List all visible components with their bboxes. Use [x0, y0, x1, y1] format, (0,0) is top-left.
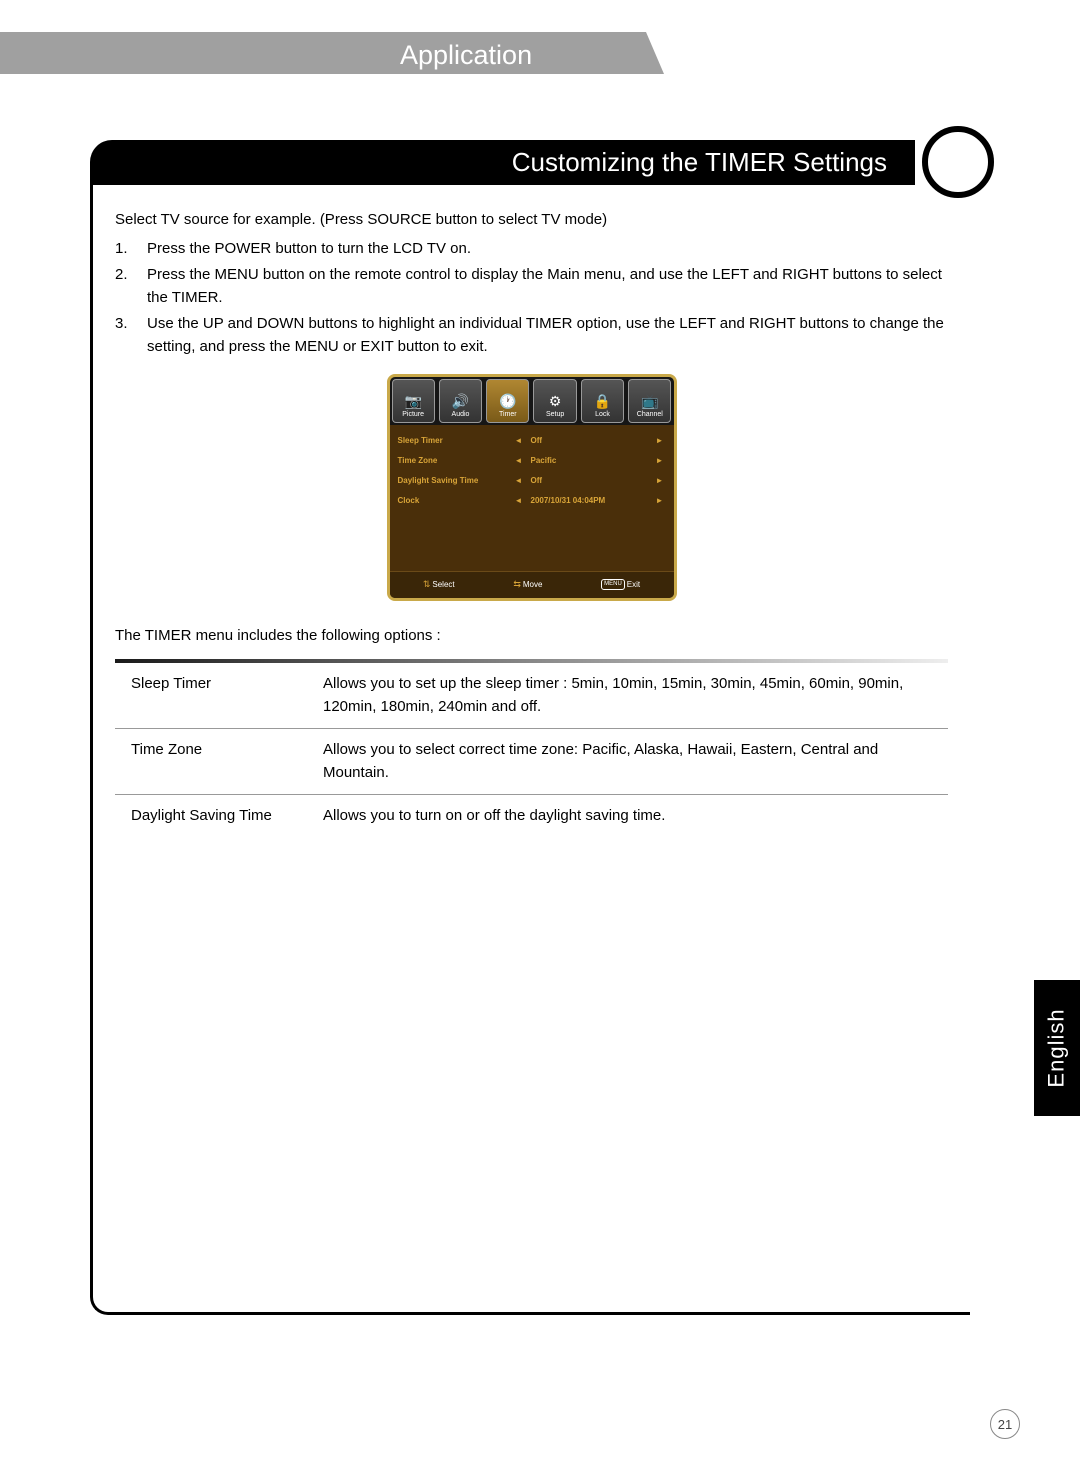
osd-row-clock[interactable]: Clock ◄ 2007/10/31 04:04PM ►: [398, 491, 666, 511]
leftright-icon: ⇆: [513, 578, 521, 592]
header-bar: [0, 32, 646, 74]
left-arrow-icon: ◄: [513, 455, 525, 467]
osd-tab-timer[interactable]: 🕐 Timer: [486, 379, 529, 423]
step-number: 3.: [115, 313, 147, 358]
step-item: 2. Press the MENU button on the remote c…: [115, 264, 948, 309]
osd-label: Time Zone: [398, 455, 513, 467]
option-row: Sleep Timer Allows you to set up the sle…: [115, 663, 948, 729]
osd-footer: ⇅Select ⇆Move MENU Exit: [390, 571, 674, 598]
option-name: Daylight Saving Time: [115, 805, 315, 828]
osd-row-time-zone[interactable]: Time Zone ◄ Pacific ►: [398, 451, 666, 471]
osd-row-dst[interactable]: Daylight Saving Time ◄ Off ►: [398, 471, 666, 491]
osd-tab-setup[interactable]: ⚙ Setup: [533, 379, 576, 423]
left-arrow-icon: ◄: [513, 435, 525, 447]
osd-hint-exit: MENU Exit: [601, 579, 640, 591]
osd-tab-label: Timer: [499, 410, 517, 421]
option-row: Time Zone Allows you to select correct t…: [115, 729, 948, 795]
audio-icon: 🔊: [452, 394, 469, 408]
section-subtitle: Customizing the TIMER Settings: [90, 140, 915, 185]
osd-tab-label: Audio: [452, 410, 470, 421]
osd-tab-audio[interactable]: 🔊 Audio: [439, 379, 482, 423]
language-label: English: [1044, 1008, 1070, 1087]
osd-hint-move: ⇆Move: [513, 578, 542, 592]
osd-tab-label: Channel: [637, 410, 663, 421]
channel-icon: 📺: [641, 394, 658, 408]
osd-hint-label: Move: [523, 579, 543, 591]
osd-hint-label: Exit: [627, 579, 640, 591]
osd-value: 2007/10/31 04:04PM: [525, 495, 654, 507]
option-name: Sleep Timer: [115, 673, 315, 718]
right-arrow-icon: ►: [654, 455, 666, 467]
option-row: Daylight Saving Time Allows you to turn …: [115, 795, 948, 838]
lock-icon: 🔒: [594, 394, 611, 408]
left-arrow-icon: ◄: [513, 495, 525, 507]
step-text: Press the POWER button to turn the LCD T…: [147, 238, 948, 261]
intro-text: Select TV source for example. (Press SOU…: [115, 209, 948, 232]
osd-row-sleep-timer[interactable]: Sleep Timer ◄ Off ►: [398, 431, 666, 451]
step-item: 1. Press the POWER button to turn the LC…: [115, 238, 948, 261]
language-tab: English: [1034, 980, 1080, 1116]
content-frame: Select TV source for example. (Press SOU…: [90, 185, 970, 1315]
step-text: Use the UP and DOWN buttons to highlight…: [147, 313, 948, 358]
step-item: 3. Use the UP and DOWN buttons to highli…: [115, 313, 948, 358]
header-chevron-right: [646, 32, 664, 74]
osd-value: Off: [525, 435, 654, 447]
osd-value: Off: [525, 475, 654, 487]
right-arrow-icon: ►: [654, 495, 666, 507]
setup-icon: ⚙: [549, 394, 562, 408]
options-intro: The TIMER menu includes the following op…: [115, 625, 948, 648]
option-name: Time Zone: [115, 739, 315, 784]
step-number: 2.: [115, 264, 147, 309]
step-text: Press the MENU button on the remote cont…: [147, 264, 948, 309]
step-number: 1.: [115, 238, 147, 261]
osd-hint-label: Select: [432, 579, 454, 591]
osd-tab-label: Picture: [402, 410, 424, 421]
menu-button-icon: MENU: [601, 579, 625, 590]
osd-value: Pacific: [525, 455, 654, 467]
osd-label: Daylight Saving Time: [398, 475, 513, 487]
option-desc: Allows you to select correct time zone: …: [315, 739, 948, 784]
osd-body: Sleep Timer ◄ Off ► Time Zone ◄ Pacific …: [390, 425, 674, 571]
osd-tab-picture[interactable]: 📷 Picture: [392, 379, 435, 423]
osd-tab-label: Setup: [546, 410, 564, 421]
option-desc: Allows you to turn on or off the dayligh…: [315, 805, 948, 828]
steps-list: 1. Press the POWER button to turn the LC…: [115, 238, 948, 359]
osd-label: Clock: [398, 495, 513, 507]
header-title: Application: [400, 40, 532, 71]
timer-icon: 🕐: [499, 394, 516, 408]
updown-icon: ⇅: [423, 578, 431, 592]
picture-icon: 📷: [404, 394, 421, 408]
osd-tab-row: 📷 Picture 🔊 Audio 🕐 Timer ⚙ Setup: [390, 377, 674, 425]
left-arrow-icon: ◄: [513, 475, 525, 487]
osd-tab-lock[interactable]: 🔒 Lock: [581, 379, 624, 423]
osd-label: Sleep Timer: [398, 435, 513, 447]
right-arrow-icon: ►: [654, 475, 666, 487]
options-table: Sleep Timer Allows you to set up the sle…: [115, 663, 948, 838]
page-number: 21: [990, 1409, 1020, 1439]
osd-menu: 📷 Picture 🔊 Audio 🕐 Timer ⚙ Setup: [387, 374, 677, 601]
osd-tab-channel[interactable]: 📺 Channel: [628, 379, 671, 423]
osd-hint-select: ⇅Select: [423, 578, 455, 592]
option-desc: Allows you to set up the sleep timer : 5…: [315, 673, 948, 718]
osd-tab-label: Lock: [595, 410, 610, 421]
right-arrow-icon: ►: [654, 435, 666, 447]
